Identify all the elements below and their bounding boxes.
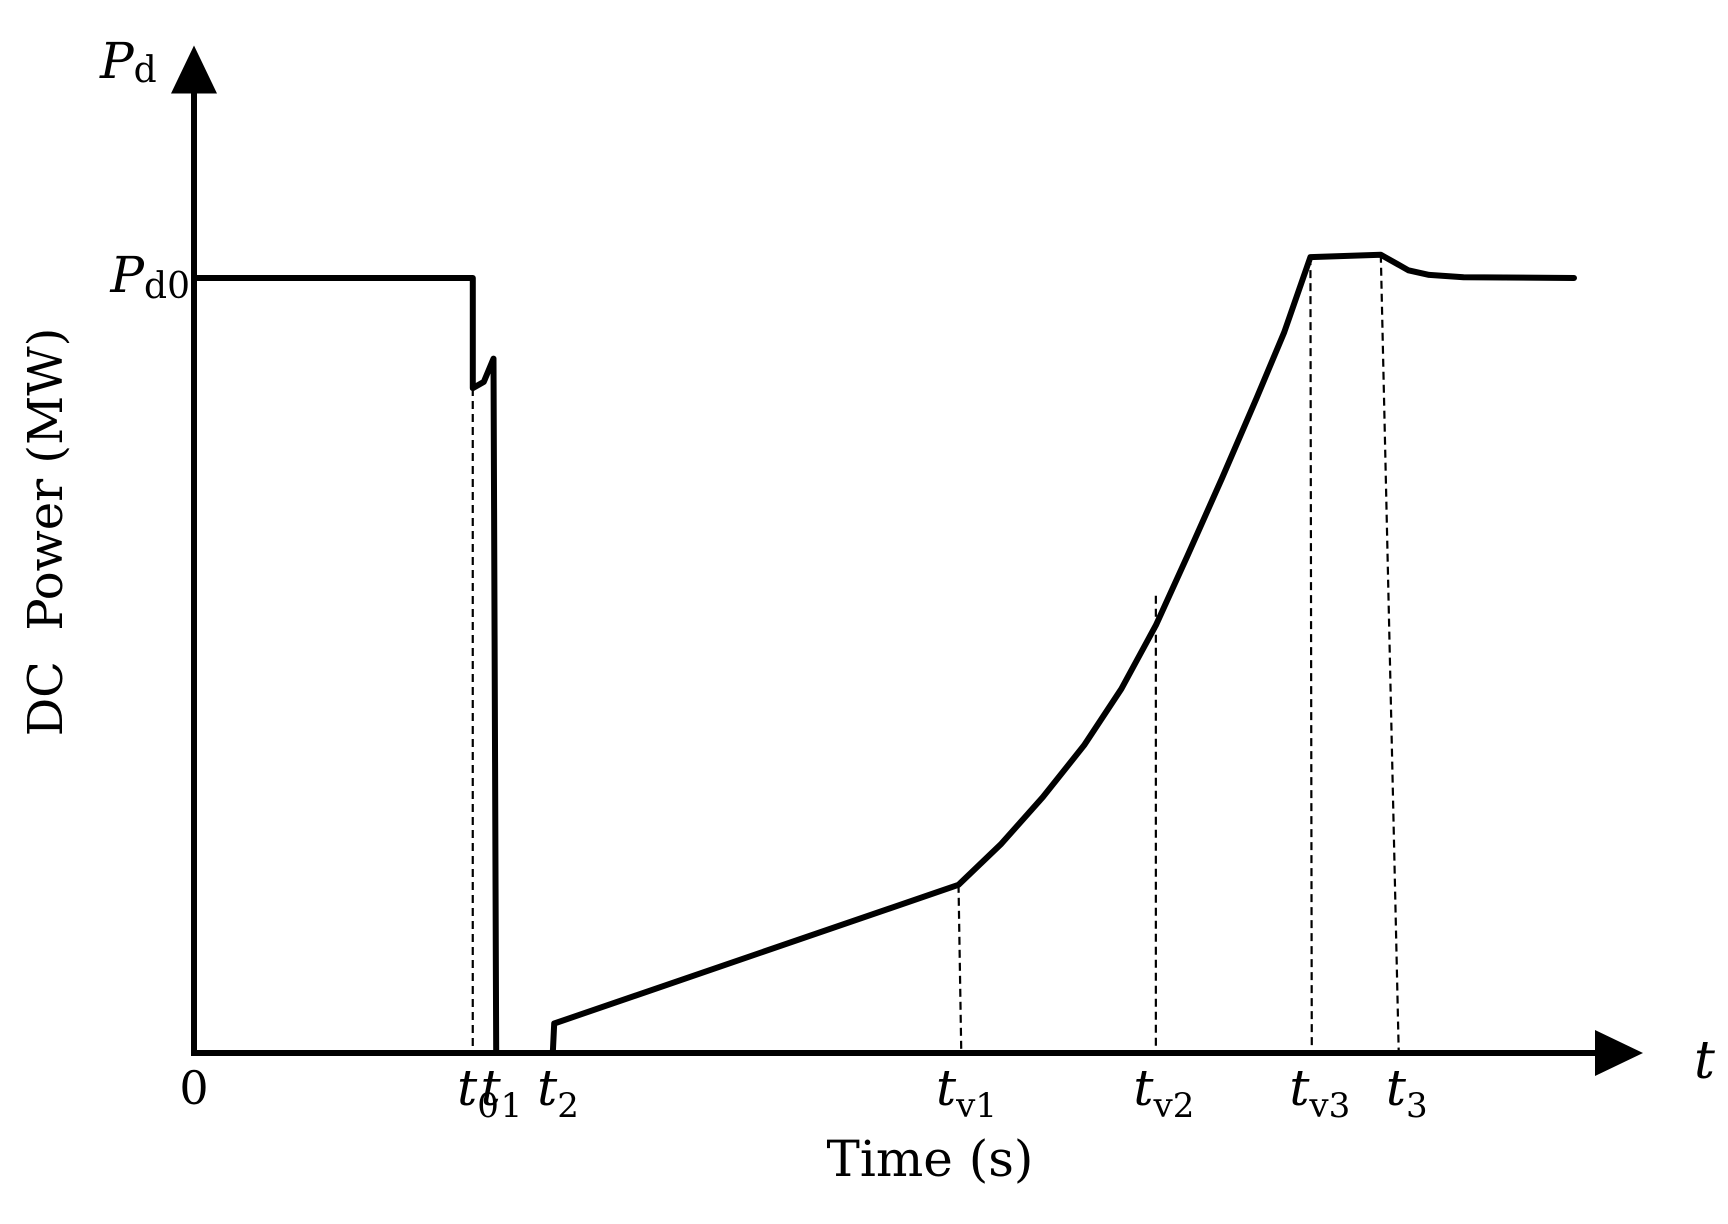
y-axis-symbol-sub: d [134,50,157,91]
x-axis-label: Time (s) [827,1130,1034,1188]
x-tick-label-0: t0 [457,1059,499,1126]
guide-line-1 [957,884,963,1054]
x-tick-label-5: tv3 [1289,1059,1350,1126]
y-axis-symbol-base: P [99,32,135,90]
x-tick-label-4: tv2 [1133,1059,1194,1126]
guide-lines [471,254,1400,1054]
y-axis-symbol: Pd [99,32,157,91]
x-tick-label-1: t1 [481,1059,523,1126]
series-line-0 [191,251,1577,1056]
x-tick-label-2: t2 [537,1059,579,1126]
x-axis-symbol: t [1694,1031,1715,1091]
x-tick-label-6: t3 [1386,1059,1428,1126]
y-axis-arrow [171,45,217,94]
series-layer [191,251,1577,1056]
guide-line-4 [1379,254,1400,1054]
guide-line-3 [1309,257,1313,1054]
y-tick-labels: Pd0 [109,246,190,307]
y-axis-label: DC Power (MW) [18,328,74,737]
y-tick-label-0: Pd0 [109,246,190,307]
x-axis-arrow [1595,1030,1643,1076]
origin-label: 0 [179,1061,208,1115]
x-tick-label-3: tv1 [936,1059,997,1126]
